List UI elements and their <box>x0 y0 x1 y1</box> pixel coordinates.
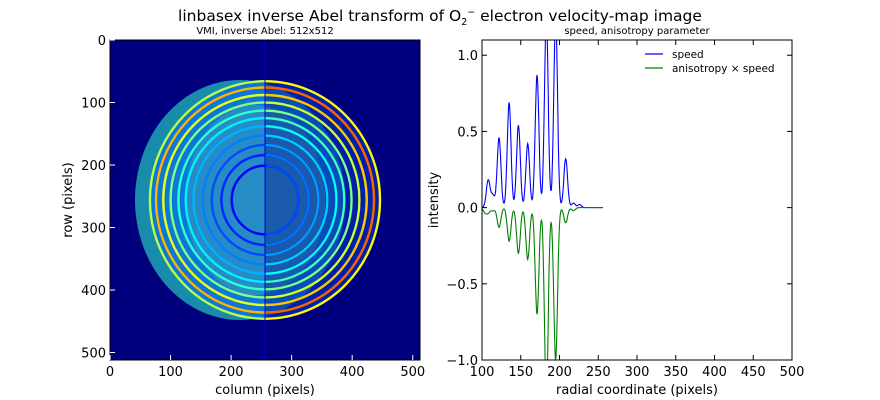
vmi-y-tick-label: 200 <box>81 159 106 174</box>
speed-y-tick-label: −0.5 <box>446 278 478 293</box>
vmi-y-tick-label: 400 <box>81 284 106 299</box>
vmi-y-ticks: 0 100 200 300 400 500 <box>81 34 115 362</box>
speed-y-tick-label: −1.0 <box>446 354 478 369</box>
speed-x-tick-label: 150 <box>508 365 533 380</box>
speed-panel-title: speed, anisotropy parameter <box>564 26 710 37</box>
vmi-ring-right-half <box>264 101 361 299</box>
vmi-x-tick-label: 300 <box>279 365 304 380</box>
suptitle-superscript: − <box>467 7 475 18</box>
figure-suptitle: linbasex inverse Abel transform of O2− e… <box>178 7 702 28</box>
vmi-x-tick-label: 0 <box>106 365 114 380</box>
vmi-ring-right-half <box>264 93 368 307</box>
speed-x-tick-label: 400 <box>702 365 727 380</box>
anisotropy-series-line <box>482 207 603 360</box>
speed-x-tick-label: 200 <box>547 365 572 380</box>
vmi-y-axis-label: row (pixels) <box>61 162 76 237</box>
vmi-x-tick-label: 100 <box>158 365 183 380</box>
speed-x-tick-label: 350 <box>663 365 688 380</box>
speed-x-tick-label: 450 <box>741 365 766 380</box>
vmi-x-tick-label: 500 <box>400 365 425 380</box>
vmi-ring-right-half <box>264 109 353 291</box>
speed-x-tick-label: 300 <box>625 365 650 380</box>
legend-label-speed: speed <box>672 49 704 61</box>
speed-x-axis-label: radial coordinate (pixels) <box>556 383 718 398</box>
vmi-y-tick-label: 500 <box>81 347 106 362</box>
vmi-ring-right-half <box>264 134 329 266</box>
speed-x-tick-label: 500 <box>780 365 805 380</box>
vmi-ring-right-half <box>264 86 376 314</box>
vmi-ring-right-half <box>264 143 320 257</box>
speed-y-tick-label: 0.5 <box>457 125 478 140</box>
vmi-ring-right-half <box>264 117 346 283</box>
vmi-image-panel: VMI, inverse Abel: 512x512 0 100 200 300 400… <box>61 26 425 398</box>
speed-legend: speed anisotropy × speed <box>645 49 775 75</box>
vmi-x-axis-label: column (pixels) <box>215 383 315 398</box>
legend-label-anisotropy: anisotropy × speed <box>672 63 775 75</box>
vmi-ring-right-half <box>264 153 310 247</box>
suptitle-prefix: linbasex inverse Abel transform of O <box>178 7 461 25</box>
vmi-x-tick-label: 200 <box>219 365 244 380</box>
speed-x-tick-label: 250 <box>586 365 611 380</box>
speed-line-layer <box>482 40 603 360</box>
speed-series-line <box>482 40 603 209</box>
speed-y-axis-label: intensity <box>427 172 442 229</box>
vmi-y-tick-label: 100 <box>81 97 106 112</box>
vmi-x-ticks: 0 100 200 300 400 500 <box>106 355 425 380</box>
vmi-ring-layer <box>135 40 420 360</box>
vmi-ring-right-half <box>264 125 338 275</box>
speed-y-tick-label: 1.0 <box>457 49 478 64</box>
speed-anisotropy-panel: speed, anisotropy parameter 100 150 200 250… <box>427 26 805 398</box>
suptitle-suffix: electron velocity-map image <box>475 7 702 25</box>
vmi-y-tick-label: 0 <box>98 34 106 49</box>
vmi-ring-right-half <box>264 164 300 236</box>
vmi-panel-title: VMI, inverse Abel: 512x512 <box>196 26 333 37</box>
vmi-right-half-shade <box>265 40 420 360</box>
speed-y-tick-label: 0.0 <box>457 202 478 217</box>
vmi-y-tick-label: 300 <box>81 222 106 237</box>
speed-plot-area <box>482 40 792 360</box>
vmi-x-tick-label: 400 <box>340 365 365 380</box>
suptitle-subscript: 2 <box>461 17 467 28</box>
speed-y-ticks: 1.0 0.5 0.0 −0.5 −1.0 <box>446 49 792 369</box>
vmi-axes-frame <box>109 39 421 361</box>
speed-x-ticks: 100 150 200 250 300 350 400 450 500 <box>470 40 805 380</box>
vmi-ring-right-half <box>264 80 382 320</box>
speed-x-tick-label: 100 <box>470 365 495 380</box>
